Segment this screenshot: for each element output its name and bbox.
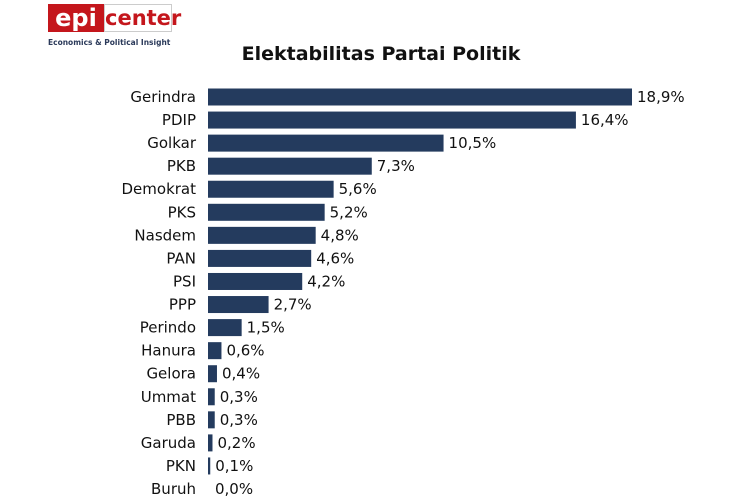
category-label: Ummat [141,388,196,406]
epicenter-logo: epi center Economics & Political Insight [48,4,182,50]
data-label: 4,6% [316,249,354,267]
logo-epi: epi [48,4,104,32]
data-label: 1,5% [247,319,285,337]
bar [208,434,213,452]
data-label: 4,8% [321,226,359,244]
bar [208,319,242,337]
category-label: PDIP [162,111,196,129]
category-label: Hanura [141,342,196,360]
data-label: 0,3% [220,411,258,429]
category-label: PKN [166,457,196,475]
bar [208,249,312,267]
data-label: 2,7% [274,296,312,314]
bar [208,365,217,383]
logo-tagline: Economics & Political Insight [48,38,171,47]
category-label: PSI [173,272,196,290]
bar [208,411,215,429]
logo-center: center [104,4,182,32]
data-label: 0,0% [215,480,253,498]
data-label: 0,4% [222,365,260,383]
category-label: Gerindra [130,88,196,106]
category-label: PKS [168,203,196,221]
category-label: Gelora [146,365,196,383]
bar [208,272,303,290]
bar [208,226,316,244]
data-label: 10,5% [449,134,497,152]
category-label: Garuda [141,434,196,452]
data-label: 7,3% [377,157,415,175]
category-label: PBB [166,411,196,429]
bar [208,203,325,221]
bar [208,296,269,314]
bar [208,180,334,198]
category-label: PAN [166,249,196,267]
data-label: 0,1% [215,457,253,475]
bar [208,157,372,175]
category-label: PPP [169,296,196,314]
category-label: Perindo [140,319,196,337]
bar [208,111,576,129]
data-label: 18,9% [637,88,685,106]
category-label: Nasdem [134,226,196,244]
category-label: Golkar [147,134,197,152]
data-label: 5,2% [330,203,368,221]
category-label: Demokrat [122,180,197,198]
category-label: PKB [167,157,196,175]
bar [208,134,444,152]
bar [208,388,215,406]
data-label: 4,2% [307,272,345,290]
bar [208,88,632,106]
data-label: 0,6% [226,342,264,360]
category-label: Buruh [151,480,196,498]
data-label: 5,6% [339,180,377,198]
bar [208,457,211,475]
chart-title: Elektabilitas Partai Politik [241,43,521,65]
data-label: 16,4% [581,111,629,129]
bar [208,342,222,360]
data-label: 0,2% [217,434,255,452]
data-label: 0,3% [220,388,258,406]
